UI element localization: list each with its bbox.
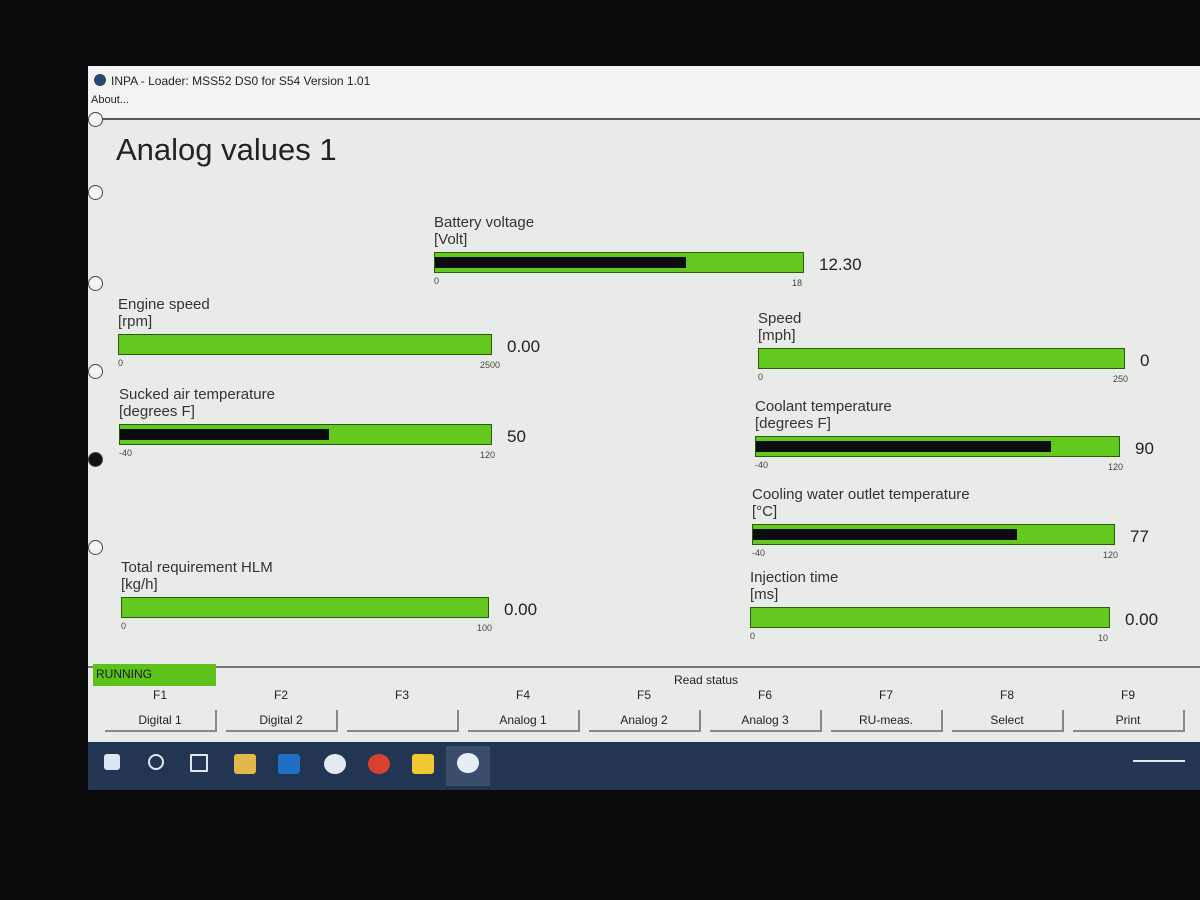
- gauge-min: 0: [758, 372, 764, 382]
- gauge-min: 0: [118, 358, 124, 368]
- gauge-max: 120: [1103, 550, 1119, 560]
- gauge-bar: [755, 436, 1120, 457]
- status-message: Read status: [674, 673, 739, 687]
- gauge-value: 12.30: [819, 255, 862, 274]
- gauge-value: 90: [1135, 439, 1154, 458]
- gauge-min: 0: [434, 276, 440, 286]
- gauge-fill: [756, 441, 1051, 452]
- taskbar: [88, 742, 1200, 790]
- gauge-bar: [121, 597, 489, 618]
- gauge-bar: [750, 607, 1110, 628]
- gauge-unit: [degrees F]: [119, 403, 195, 420]
- gauge-label: Engine speed: [118, 296, 210, 313]
- notes-icon[interactable]: [412, 754, 434, 774]
- gauge-value: 0.00: [1125, 610, 1159, 629]
- function-key-button[interactable]: Analog 1: [468, 710, 580, 732]
- outlook-icon[interactable]: [278, 754, 300, 774]
- app-icon[interactable]: [324, 754, 346, 774]
- gauge-value: 0.00: [507, 337, 541, 356]
- chrome-icon[interactable]: [368, 754, 390, 774]
- radio[interactable]: [88, 540, 103, 555]
- gauge-unit: [mph]: [758, 327, 796, 344]
- function-key-name: F1: [152, 688, 167, 702]
- gauge-min: -40: [119, 448, 133, 458]
- radio[interactable]: [88, 276, 103, 291]
- bmw-icon: [457, 753, 479, 773]
- function-key-button[interactable]: Print: [1073, 710, 1185, 732]
- radio[interactable]: [88, 112, 103, 127]
- divider: [88, 666, 1200, 668]
- gauge-fill: [753, 529, 1017, 540]
- gauge-max: 10: [1098, 633, 1109, 643]
- heading: Analog values 1: [116, 132, 337, 167]
- gauge-max: 18: [792, 278, 803, 288]
- radio[interactable]: [88, 185, 103, 200]
- gauge-unit: [ms]: [750, 586, 779, 603]
- radio[interactable]: [88, 364, 103, 379]
- gauge-max: 2500: [480, 360, 501, 370]
- gauge-unit: [rpm]: [118, 313, 153, 330]
- gauge-label: Cooling water outlet temperature: [752, 486, 970, 503]
- function-key-button[interactable]: Analog 2: [589, 710, 701, 732]
- window-title: INPA - Loader: MSS52 DS0 for S54 Version…: [111, 74, 371, 88]
- gauge-label: Total requirement HLM: [121, 559, 273, 576]
- task-view[interactable]: [190, 754, 208, 772]
- gauge-value: 0: [1140, 351, 1150, 370]
- radio-selected[interactable]: [88, 452, 103, 467]
- gauge-min: 0: [750, 631, 756, 641]
- gauge-max: 120: [480, 450, 496, 460]
- function-key-button[interactable]: [347, 710, 459, 732]
- search-button[interactable]: [148, 754, 164, 770]
- gauge-label: Injection time: [750, 569, 839, 586]
- function-key-name: F5: [636, 688, 651, 702]
- title-area: [88, 66, 1200, 120]
- gauge-label: Coolant temperature: [755, 398, 892, 415]
- gauge-bar: [434, 252, 804, 273]
- explorer-icon[interactable]: [234, 754, 256, 774]
- gauge-max: 120: [1108, 462, 1124, 472]
- app-icon: [94, 74, 106, 86]
- function-key-button[interactable]: RU-meas.: [831, 710, 943, 732]
- function-key-name: F8: [999, 688, 1014, 702]
- gauge-bar: [752, 524, 1115, 545]
- function-key-name: F7: [878, 688, 893, 702]
- gauge-bar: [118, 334, 492, 355]
- gauge-fill: [435, 257, 687, 268]
- function-key-name: F6: [757, 688, 772, 702]
- gauge-bar: [758, 348, 1125, 369]
- start-button[interactable]: [104, 754, 120, 770]
- gauge-label: Speed: [758, 310, 802, 327]
- system-tray: [1133, 760, 1185, 772]
- menu-about[interactable]: About...: [91, 94, 129, 106]
- function-key-button[interactable]: Select: [952, 710, 1064, 732]
- function-key-name: F2: [273, 688, 288, 702]
- gauge-min: -40: [755, 460, 769, 470]
- gauge-bar: [119, 424, 492, 445]
- gauge-value: 0.00: [504, 600, 538, 619]
- gauge-value: 50: [507, 427, 526, 446]
- gauge-value: 77: [1130, 527, 1149, 546]
- status-running: RUNNING: [93, 664, 216, 686]
- gauge-max: 250: [1113, 374, 1129, 384]
- function-key-name: F9: [1120, 688, 1135, 702]
- function-key-button[interactable]: Digital 2: [226, 710, 338, 732]
- gauge-max: 100: [477, 623, 493, 633]
- gauge-unit: [degrees F]: [755, 415, 831, 432]
- function-key-button[interactable]: Analog 3: [710, 710, 822, 732]
- screen: INPA - Loader: MSS52 DS0 for S54 Version…: [88, 66, 1200, 790]
- gauge-unit: [Volt]: [434, 231, 468, 248]
- gauge-label: Battery voltage: [434, 214, 535, 231]
- gauge-min: 0: [121, 621, 127, 631]
- gauge-label: Sucked air temperature: [119, 386, 275, 403]
- function-key-name: F3: [394, 688, 409, 702]
- gauge-unit: [°C]: [752, 503, 778, 520]
- function-key-name: F4: [515, 688, 530, 702]
- function-key-button[interactable]: Digital 1: [105, 710, 217, 732]
- gauge-min: -40: [752, 548, 766, 558]
- gauge-unit: [kg/h]: [121, 576, 158, 593]
- gauge-fill: [120, 429, 329, 440]
